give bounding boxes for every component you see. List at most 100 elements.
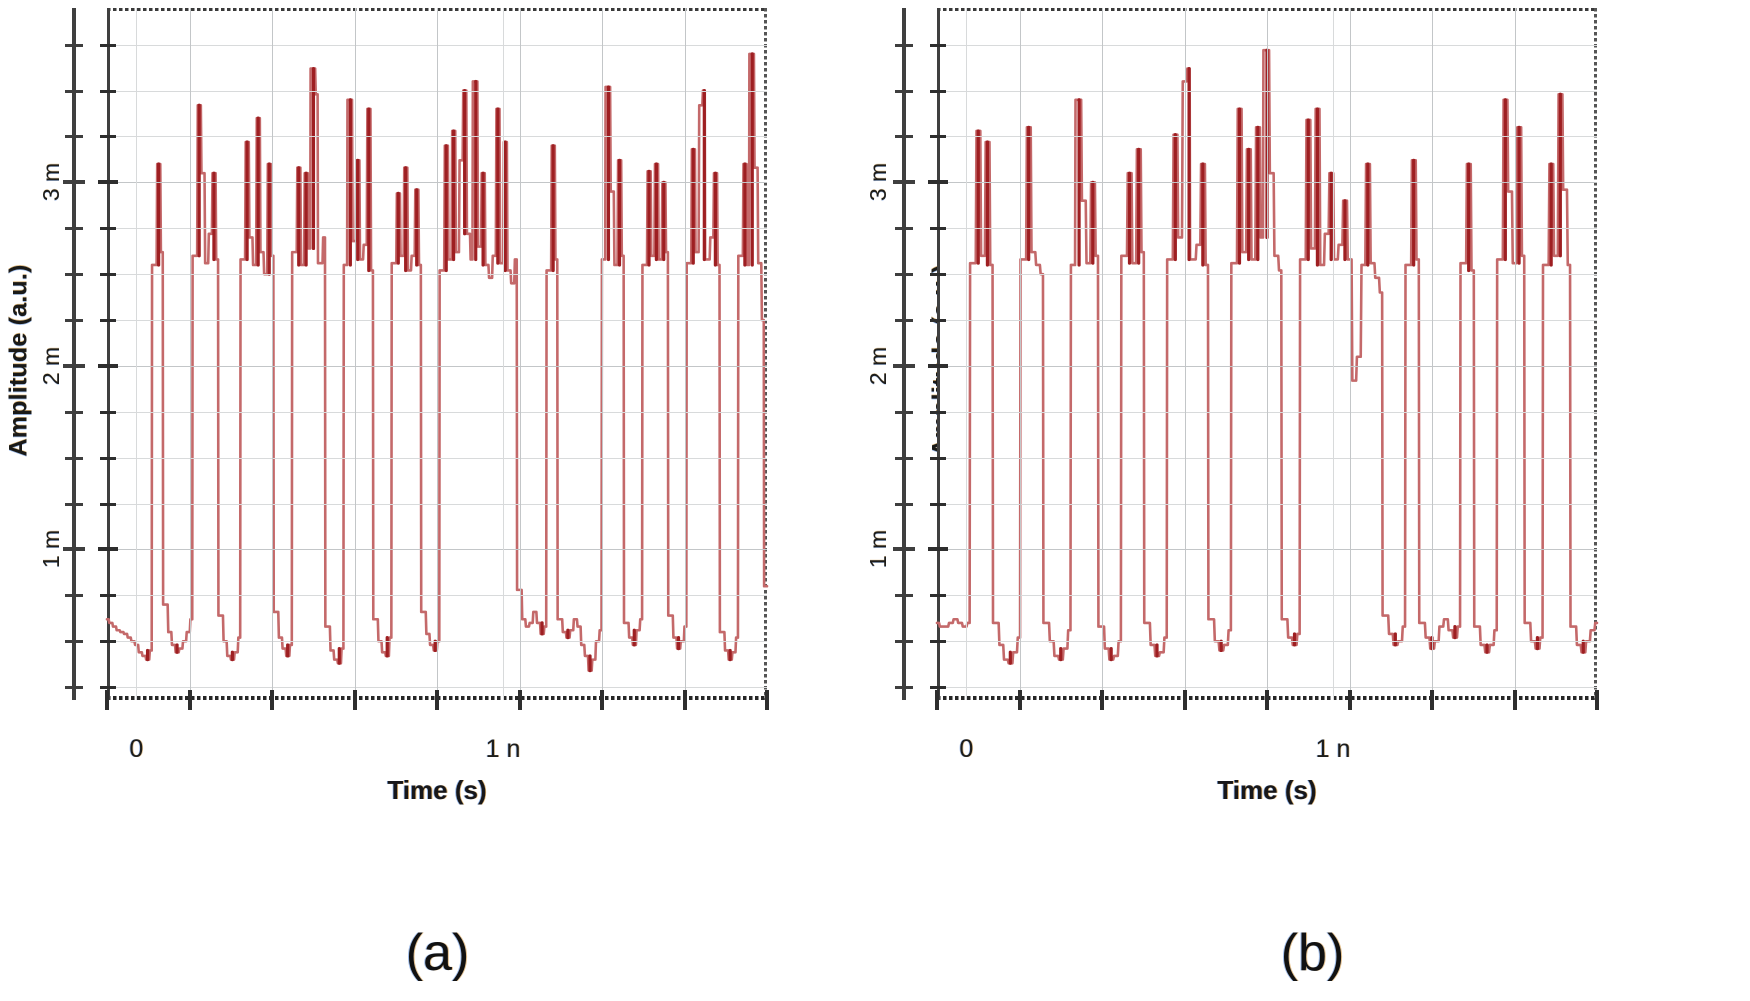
x-axis-tick xyxy=(1100,690,1104,710)
y-ruler-tick xyxy=(63,547,85,552)
y-ruler-tick xyxy=(65,410,83,414)
y-ruler-tick xyxy=(65,319,83,323)
y-axis-tick xyxy=(100,502,116,506)
y-axis-tick xyxy=(930,43,946,47)
y-axis-tick xyxy=(100,410,116,414)
y-axis-tick xyxy=(100,89,116,93)
y-ruler-tick xyxy=(895,594,913,598)
gridline-vertical-major xyxy=(136,8,138,700)
y-ruler-tick xyxy=(63,180,85,185)
frame-right-a xyxy=(764,8,767,700)
x-axis-tick xyxy=(187,690,192,710)
x-axis-title-b: Time (s) xyxy=(1217,775,1317,805)
y-axis-tick xyxy=(100,686,116,690)
y-ruler-tick xyxy=(65,43,83,47)
gridline-vertical xyxy=(354,8,356,700)
x-axis-tick xyxy=(1182,690,1187,710)
y-axis-tick xyxy=(100,594,116,598)
gridline-vertical-major xyxy=(503,8,504,700)
y-ruler-tick xyxy=(895,686,913,690)
y-axis-tick xyxy=(100,456,116,460)
gridline-vertical xyxy=(1019,8,1021,700)
y-axis-tick xyxy=(100,319,116,323)
y-ruler-tick xyxy=(65,594,83,598)
y-axis-tick xyxy=(100,227,116,231)
y-ruler-tick xyxy=(895,43,913,47)
y-axis-tick xyxy=(930,640,946,644)
gridline-vertical xyxy=(602,8,603,700)
x-axis-tick xyxy=(682,690,687,710)
y-axis-tick xyxy=(930,89,946,93)
y-ruler-axis-a xyxy=(63,8,85,700)
x-axis-tick xyxy=(765,690,769,710)
y-ruler-tick xyxy=(895,502,913,506)
y-axis-tick xyxy=(930,273,946,277)
panel-caption-b: (b) xyxy=(1280,924,1345,982)
waveform-path-dark xyxy=(976,48,1585,665)
y-ruler-tick xyxy=(65,89,83,93)
y-ruler-tick xyxy=(65,135,83,139)
x-axis-title-a: Time (s) xyxy=(387,775,487,805)
y-ruler-tick xyxy=(895,640,913,644)
plot-area-a[interactable] xyxy=(98,8,769,710)
y-axis-tick xyxy=(930,686,946,690)
y-axis-tick xyxy=(930,502,946,506)
waveform-path-dark xyxy=(145,52,754,673)
gridline-vertical xyxy=(519,8,521,700)
x-axis-tick xyxy=(1347,690,1352,710)
x-axis-tick xyxy=(105,690,109,710)
x-axis-tick xyxy=(352,690,357,710)
y-axis-tick xyxy=(98,180,118,185)
gridline-vertical xyxy=(272,8,273,700)
x-axis-tick xyxy=(600,690,604,710)
x-axis-tick xyxy=(1595,690,1599,710)
panel-caption-a: (a) xyxy=(405,924,470,982)
gridline-vertical xyxy=(1432,8,1433,700)
y-ruler-tick xyxy=(893,363,915,368)
y-ruler-tick xyxy=(65,640,83,644)
y-ruler-tick xyxy=(895,273,913,277)
y-ruler-tick xyxy=(895,456,913,460)
y-ruler-tick xyxy=(895,227,913,231)
y-ruler-tick xyxy=(65,227,83,231)
y-ruler-tick xyxy=(895,89,913,93)
y-ruler-axis-b xyxy=(893,8,915,700)
y-axis-tick xyxy=(100,273,116,277)
frame-left-a xyxy=(107,8,110,700)
y-ruler-tick xyxy=(895,135,913,139)
y-axis-tick xyxy=(98,363,118,368)
x-axis-tick-label: 1 n xyxy=(1315,735,1351,763)
y-ruler-tick xyxy=(895,410,913,414)
y-axis-tick xyxy=(930,319,946,323)
y-axis-tick xyxy=(930,410,946,414)
gridline-vertical xyxy=(1349,8,1351,700)
y-axis-tick xyxy=(100,43,116,47)
x-axis-tick-label: 1 n xyxy=(485,735,521,763)
y-ruler-tick xyxy=(63,363,85,368)
plot-area-b[interactable] xyxy=(928,8,1599,710)
gridline-vertical xyxy=(1102,8,1103,700)
y-ruler-tick xyxy=(65,273,83,277)
gridline-vertical xyxy=(684,8,686,700)
y-axis-tick xyxy=(100,640,116,644)
y-axis-tick xyxy=(930,227,946,231)
y-axis-tick xyxy=(930,456,946,460)
x-axis-tick-label: 0 xyxy=(129,735,144,763)
x-axis-tick xyxy=(270,690,274,710)
y-axis-tick xyxy=(100,135,116,139)
y-axis-tick xyxy=(928,180,948,185)
x-axis-tick-label: 0 xyxy=(959,735,974,763)
y-axis-tick xyxy=(930,135,946,139)
y-axis-tick xyxy=(930,594,946,598)
frame-right-b xyxy=(1594,8,1597,700)
y-axis-title-a: Amplitude (a.u.) xyxy=(4,263,33,457)
panel-b: Amplitude (a.u.) 1 m2 m3 m 01 n Time (s)… xyxy=(865,0,1750,1001)
gridline-vertical xyxy=(437,8,438,700)
frame-left-b xyxy=(937,8,940,700)
y-ruler-tick xyxy=(895,319,913,323)
gridline-vertical xyxy=(1184,8,1186,700)
x-axis-tick xyxy=(1512,690,1517,710)
y-ruler-tick xyxy=(65,686,83,690)
